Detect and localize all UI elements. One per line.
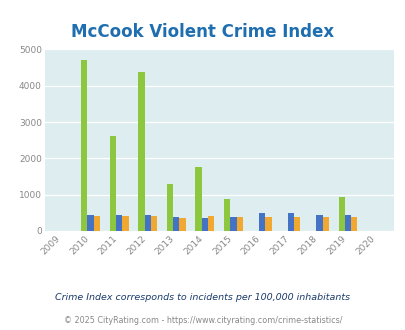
Bar — [87, 215, 94, 231]
Bar — [94, 216, 100, 231]
Bar — [166, 184, 173, 231]
Bar — [116, 215, 122, 231]
Text: © 2025 CityRating.com - https://www.cityrating.com/crime-statistics/: © 2025 CityRating.com - https://www.city… — [64, 315, 341, 325]
Bar — [344, 215, 350, 231]
Bar — [122, 216, 128, 231]
Bar — [293, 217, 299, 231]
Bar — [109, 136, 116, 231]
Bar — [144, 215, 151, 231]
Bar — [350, 217, 356, 231]
Bar — [195, 167, 201, 231]
Bar — [138, 72, 144, 231]
Bar — [201, 218, 208, 231]
Bar — [173, 217, 179, 231]
Text: McCook Violent Crime Index: McCook Violent Crime Index — [71, 23, 334, 41]
Bar — [258, 213, 264, 231]
Bar — [151, 216, 157, 231]
Bar — [264, 217, 271, 231]
Bar — [81, 60, 87, 231]
Bar — [224, 199, 230, 231]
Text: Crime Index corresponds to incidents per 100,000 inhabitants: Crime Index corresponds to incidents per… — [55, 292, 350, 302]
Bar — [236, 217, 243, 231]
Bar — [338, 197, 344, 231]
Bar — [230, 217, 236, 231]
Bar — [208, 216, 214, 231]
Bar — [322, 217, 328, 231]
Bar — [287, 213, 293, 231]
Bar — [179, 217, 185, 231]
Bar — [315, 215, 322, 231]
